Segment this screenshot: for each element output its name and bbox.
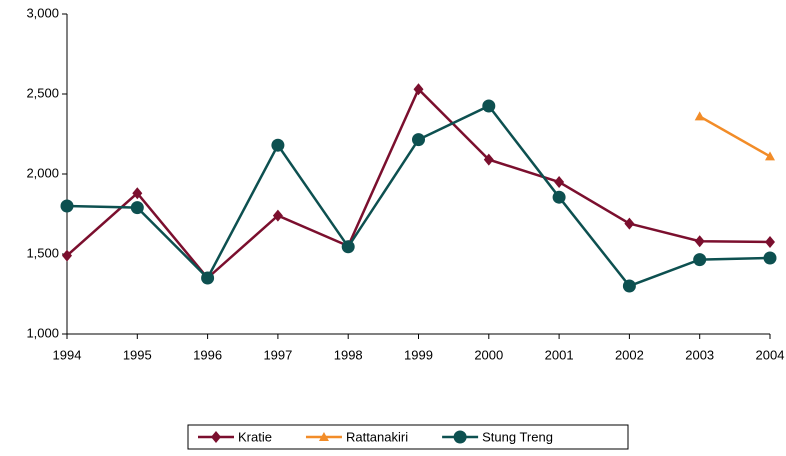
x-tick-label: 1996 — [193, 347, 222, 362]
y-tick-label: 2,500 — [26, 85, 59, 100]
marker — [624, 217, 635, 230]
marker — [554, 176, 565, 188]
marker — [765, 236, 775, 248]
y-tick-label: 1,500 — [26, 245, 59, 260]
x-tick-label: 1997 — [263, 347, 292, 362]
x-tick-label: 1995 — [123, 347, 152, 362]
x-tick-label: 2001 — [545, 347, 574, 362]
marker — [272, 209, 283, 222]
marker — [60, 199, 74, 213]
legend-marker — [318, 432, 329, 441]
y-tick-label: 1,000 — [26, 325, 59, 340]
marker — [693, 253, 707, 267]
y-tick-label: 2,000 — [26, 165, 59, 180]
x-tick-label: 2003 — [685, 347, 714, 362]
legend-label: Kratie — [238, 429, 272, 444]
legend-marker — [211, 431, 221, 443]
series-line — [66, 104, 771, 288]
x-tick-label: 2000 — [474, 347, 503, 362]
marker — [622, 279, 636, 293]
legend-box — [187, 424, 629, 450]
y-tick-label: 3,000 — [26, 5, 59, 20]
series-line — [66, 87, 771, 280]
x-tick-label: 1999 — [404, 347, 433, 362]
marker — [765, 151, 775, 161]
marker — [412, 133, 425, 147]
x-tick-label: 2002 — [615, 347, 644, 362]
marker — [132, 187, 143, 200]
x-tick-label: 2004 — [756, 347, 785, 362]
legend-label: Rattanakiri — [346, 429, 408, 444]
marker — [763, 251, 777, 265]
marker — [552, 190, 566, 204]
legend: Kratie Rattanakiri Stung Treng — [187, 424, 629, 450]
marker — [413, 83, 424, 96]
x-tick-label: 1998 — [334, 347, 363, 362]
marker — [130, 201, 144, 215]
marker — [341, 240, 355, 254]
series-line — [699, 115, 771, 158]
marker — [694, 111, 705, 121]
marker — [201, 271, 215, 285]
x-tick-label: 1994 — [53, 347, 82, 362]
marker — [483, 153, 494, 166]
marker — [62, 249, 72, 262]
marker — [694, 235, 705, 248]
marker — [482, 99, 496, 113]
legend-marker — [453, 430, 467, 444]
marker — [271, 138, 285, 152]
legend-label: Stung Treng — [482, 429, 553, 444]
